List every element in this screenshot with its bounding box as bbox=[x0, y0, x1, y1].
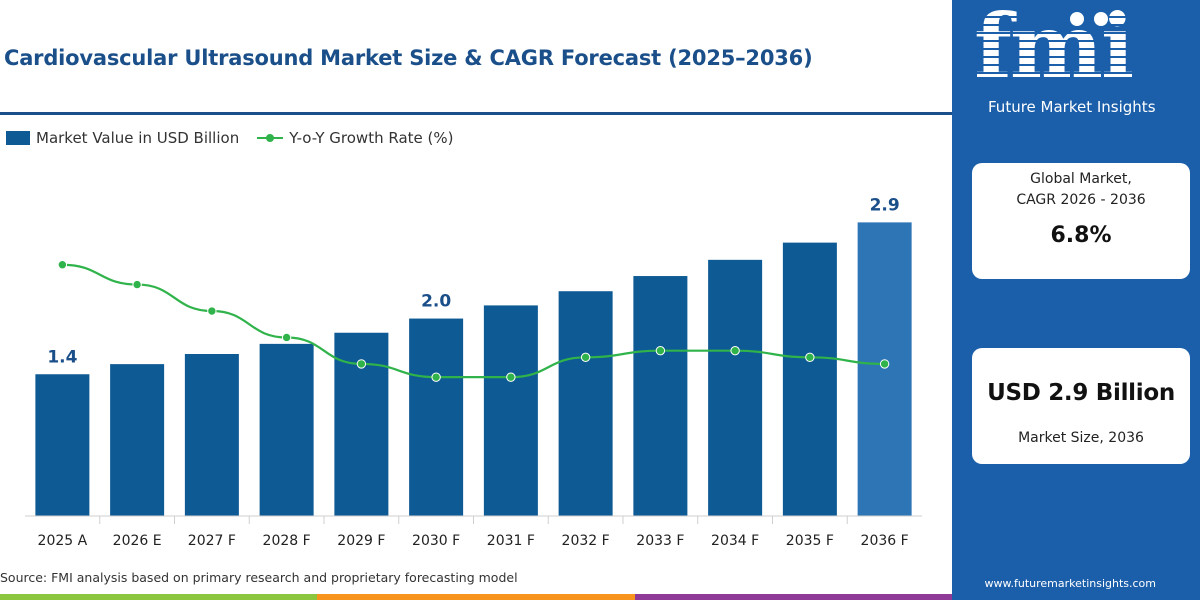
bar-2031-f bbox=[483, 305, 538, 516]
legend-item-market-value: Market Value in USD Billion bbox=[6, 129, 239, 147]
globe-icon bbox=[1070, 12, 1084, 26]
title-divider bbox=[0, 112, 952, 115]
legend-item-growth-rate: Y-o-Y Growth Rate (%) bbox=[257, 129, 453, 147]
growth-point-2027-f bbox=[207, 306, 217, 316]
sidebar: fmi Future Market Insights Global Market… bbox=[952, 0, 1200, 600]
growth-line-layer bbox=[57, 260, 890, 382]
data-label-bg bbox=[418, 288, 455, 313]
data-labels-layer: 1.4 2.0 2.9 bbox=[44, 192, 903, 369]
chart-title: Cardiovascular Ultrasound Market Size & … bbox=[4, 46, 813, 70]
logo-wordmark: fmi bbox=[974, 0, 1134, 98]
growth-point-2029-f bbox=[356, 359, 367, 369]
growth-point-2035-f bbox=[805, 352, 815, 363]
bar-2033-f bbox=[633, 276, 688, 516]
logo-icons bbox=[1070, 12, 1108, 26]
market-size-label: Market Size, 2036 bbox=[1018, 430, 1144, 446]
growth-point-2034-f bbox=[730, 345, 740, 356]
x-tick-label: 2030 F bbox=[412, 533, 460, 549]
x-tick-label: 2025 A bbox=[38, 533, 88, 549]
data-label: 1.4 bbox=[47, 347, 77, 367]
bars-layer bbox=[35, 222, 912, 516]
bar-2028-f bbox=[259, 343, 314, 516]
bar-line-chart: 2025 A 2026 E 2027 F 2028 F 2029 F 2030 F 2031… bbox=[25, 192, 922, 549]
growth-point-2031-f bbox=[506, 372, 516, 382]
market-size-card: USD 2.9 Billion Market Size, 2036 bbox=[972, 348, 1190, 464]
bar-2036-f bbox=[857, 222, 912, 516]
growth-point-2030-f bbox=[431, 372, 441, 382]
growth-point-2026-e bbox=[132, 279, 142, 290]
growth-point-2025-a bbox=[57, 260, 68, 270]
legend-label-market-value: Market Value in USD Billion bbox=[36, 129, 240, 147]
cagr-card: Global Market, CAGR 2026 - 2036 6.8% bbox=[972, 163, 1190, 279]
data-label: 2.9 bbox=[870, 195, 900, 215]
bar-2035-f bbox=[782, 242, 837, 516]
x-tick-label: 2031 F bbox=[487, 533, 535, 549]
market-size-value: USD 2.9 Billion bbox=[987, 380, 1175, 406]
cagr-label-line2: CAGR 2026 - 2036 bbox=[1016, 192, 1146, 208]
bar-2032-f bbox=[558, 291, 613, 516]
x-tick-label: 2029 F bbox=[337, 533, 385, 549]
legend-label-growth-rate: Y-o-Y Growth Rate (%) bbox=[289, 129, 454, 147]
data-label-bg bbox=[866, 192, 903, 217]
bar-2034-f bbox=[708, 259, 763, 516]
cagr-value: 6.8% bbox=[1050, 223, 1112, 248]
logo-subtitle: Future Market Insights bbox=[988, 98, 1156, 116]
cagr-label-line1: Global Market, bbox=[1030, 171, 1132, 187]
data-label: 2.0 bbox=[421, 292, 451, 312]
chart-legend: Market Value in USD Billion Y-o-Y Growth… bbox=[6, 128, 471, 148]
bar-2030-f bbox=[409, 318, 464, 516]
growth-point-2033-f bbox=[655, 345, 666, 356]
growth-point-2032-f bbox=[580, 352, 591, 363]
x-tick-label: 2034 F bbox=[711, 533, 759, 549]
x-tick-label: 2027 F bbox=[188, 533, 236, 549]
bottom-color-strip bbox=[0, 594, 952, 600]
website-link[interactable]: www.futuremarketinsights.com bbox=[984, 577, 1157, 590]
bar-2025-a bbox=[35, 374, 90, 516]
x-tick-label: 2033 F bbox=[636, 533, 684, 549]
growth-rate-line bbox=[62, 263, 885, 379]
x-axis-ticks: 2025 A 2026 E 2027 F 2028 F 2029 F 2030 F 2031… bbox=[38, 516, 909, 549]
bar-2027-f bbox=[184, 354, 239, 516]
fmi-logo[interactable]: fmi Future Market Insights bbox=[974, 0, 1174, 116]
growth-point-2028-f bbox=[281, 332, 292, 343]
source-note: Source: FMI analysis based on primary re… bbox=[0, 570, 518, 585]
person-icon bbox=[1094, 12, 1108, 26]
growth-point-2036-f bbox=[879, 359, 890, 369]
cagr-label: Global Market, CAGR 2026 - 2036 bbox=[972, 169, 1190, 211]
x-tick-label: 2032 F bbox=[562, 533, 610, 549]
x-tick-label: 2036 F bbox=[861, 533, 909, 549]
x-tick-label: 2035 F bbox=[786, 533, 834, 549]
data-label-bg bbox=[44, 344, 81, 369]
bar-2026-e bbox=[110, 364, 165, 516]
x-tick-label: 2028 F bbox=[263, 533, 311, 549]
legend-bar-swatch bbox=[6, 131, 30, 145]
chart-panel: Cardiovascular Ultrasound Market Size & … bbox=[0, 46, 952, 600]
x-tick-label: 2026 E bbox=[113, 533, 162, 549]
legend-line-swatch bbox=[257, 131, 284, 145]
